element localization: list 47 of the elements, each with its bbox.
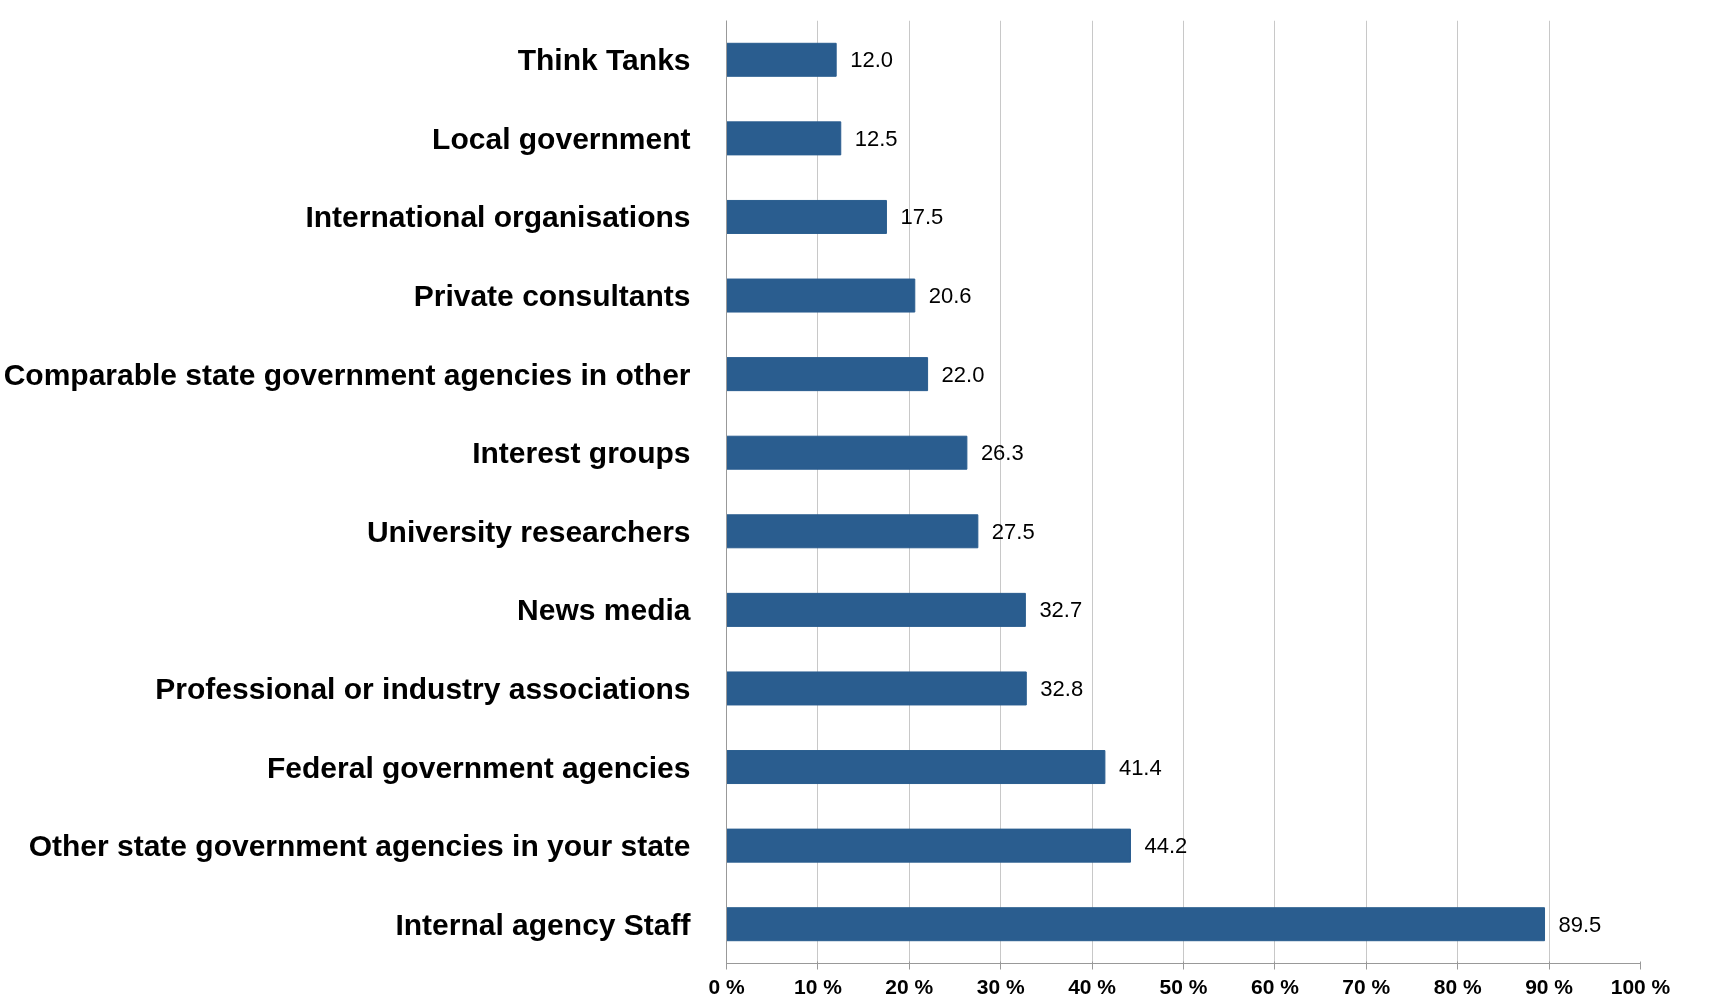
y-tick-label: Comparable state government agencies in other xyxy=(3,357,691,391)
x-tick-label: 80 % xyxy=(1433,974,1482,998)
data-label: 12.0 xyxy=(850,47,894,73)
y-tick-label: Internal agency Staff xyxy=(395,907,692,941)
x-tick-label: 100 % xyxy=(1610,974,1671,998)
data-label: 89.5 xyxy=(1558,911,1602,937)
bar xyxy=(726,357,929,392)
y-tick-label: Interest groups xyxy=(472,436,691,470)
bar xyxy=(726,907,1546,942)
y-tick-label: Other state government agencies in your state xyxy=(28,829,691,863)
y-tick-label: International organisations xyxy=(305,200,691,234)
data-label: 27.5 xyxy=(991,518,1035,544)
x-tick-label: 0 % xyxy=(708,974,745,998)
bar xyxy=(726,592,1026,627)
x-tick-label: 40 % xyxy=(1068,974,1117,998)
y-tick-label: Think Tanks xyxy=(517,43,691,77)
bar xyxy=(726,828,1131,863)
data-label: 44.2 xyxy=(1144,833,1188,859)
y-tick-label: Private consultants xyxy=(413,279,691,313)
x-tick-label: 60 % xyxy=(1250,974,1300,998)
bar xyxy=(726,121,842,156)
x-tick-label: 90 % xyxy=(1525,974,1574,998)
data-label: 32.7 xyxy=(1039,597,1083,623)
y-tick-label: Federal government agencies xyxy=(267,750,691,784)
x-tick-label: 20 % xyxy=(885,974,934,998)
bar xyxy=(726,42,837,77)
data-label: 20.6 xyxy=(928,283,972,309)
x-tick-label: 70 % xyxy=(1342,974,1391,998)
y-tick-label: University researchers xyxy=(366,514,691,548)
y-tick-label: Professional or industry associations xyxy=(155,671,691,705)
x-tick-label: 30 % xyxy=(976,974,1025,998)
y-tick-label: Local government xyxy=(432,121,691,155)
bar xyxy=(726,278,916,313)
data-label: 32.8 xyxy=(1040,675,1084,701)
bar xyxy=(726,514,979,549)
x-tick-label: 50 % xyxy=(1159,974,1208,998)
bar xyxy=(726,750,1106,785)
data-label: 22.0 xyxy=(941,361,985,387)
data-label: 26.3 xyxy=(980,440,1024,466)
bar xyxy=(726,435,968,470)
data-label: 12.5 xyxy=(854,125,898,151)
y-tick-label: News media xyxy=(517,593,691,627)
x-tick-label: 10 % xyxy=(793,974,843,998)
data-label: 41.4 xyxy=(1118,754,1162,780)
data-label: 17.5 xyxy=(900,204,944,230)
bar xyxy=(726,671,1027,706)
bar xyxy=(726,199,887,234)
